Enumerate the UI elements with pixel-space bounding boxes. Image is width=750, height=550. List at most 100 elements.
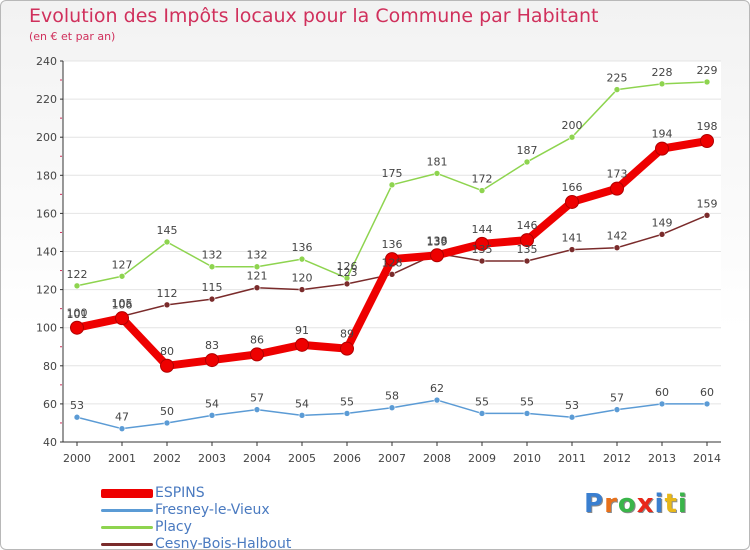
- data-label-espins: 166: [562, 181, 583, 194]
- data-point-espins: [610, 181, 624, 196]
- data-point-cesny-bois-halbout: [208, 295, 216, 303]
- y-tick-label: 140: [36, 246, 57, 259]
- data-label-placy: 228: [652, 66, 673, 79]
- data-point-cesny-bois-halbout: [523, 257, 531, 265]
- data-point-espins: [115, 311, 129, 326]
- data-point-espins: [295, 337, 309, 352]
- data-label-espins: 86: [250, 333, 264, 346]
- data-label-fresney-le-vieux: 50: [160, 405, 174, 418]
- data-point-placy: [523, 158, 531, 166]
- series-layer: [70, 78, 714, 432]
- y-tick-label: 180: [36, 169, 57, 182]
- data-label-cesny-bois-halbout: 106: [112, 298, 133, 311]
- data-label-cesny-bois-halbout: 139: [427, 235, 448, 248]
- logo-letter: P: [584, 489, 605, 519]
- data-label-placy: 122: [67, 268, 88, 281]
- data-label-cesny-bois-halbout: 149: [652, 216, 673, 229]
- data-point-placy: [73, 282, 81, 290]
- data-point-placy: [478, 187, 486, 194]
- y-tick-label: 240: [36, 55, 57, 68]
- y-tick-label: 60: [43, 398, 57, 411]
- data-label-fresney-le-vieux: 60: [655, 386, 669, 399]
- data-label-fresney-le-vieux: 60: [700, 386, 714, 399]
- data-label-cesny-bois-halbout: 120: [292, 272, 313, 285]
- data-label-placy: 229: [697, 64, 718, 77]
- y-tick-label: 100: [36, 322, 57, 335]
- data-point-cesny-bois-halbout: [253, 284, 261, 291]
- data-point-espins: [340, 341, 354, 356]
- x-tick-label: 2008: [423, 452, 451, 465]
- data-point-fresney-le-vieux: [433, 396, 441, 404]
- data-label-cesny-bois-halbout: 123: [337, 266, 358, 279]
- data-point-fresney-le-vieux: [568, 413, 576, 421]
- data-point-espins: [70, 320, 84, 335]
- data-label-cesny-bois-halbout: 128: [382, 256, 403, 269]
- data-label-fresney-le-vieux: 62: [430, 382, 444, 395]
- data-label-espins: 144: [472, 223, 493, 236]
- logo-letter: i: [677, 489, 688, 519]
- data-point-espins: [475, 236, 489, 251]
- data-point-espins: [700, 134, 714, 149]
- x-tick-label: 2013: [648, 452, 676, 465]
- data-point-fresney-le-vieux: [118, 425, 126, 432]
- data-point-cesny-bois-halbout: [703, 212, 711, 219]
- x-tick-label: 2005: [288, 452, 316, 465]
- data-point-fresney-le-vieux: [703, 400, 711, 408]
- data-point-placy: [613, 86, 621, 93]
- data-point-placy: [433, 170, 441, 177]
- data-point-fresney-le-vieux: [388, 404, 396, 412]
- data-label-placy: 136: [292, 241, 313, 254]
- data-label-placy: 127: [112, 258, 133, 271]
- x-tick-label: 2014: [693, 452, 721, 465]
- data-label-cesny-bois-halbout: 135: [472, 243, 493, 256]
- x-tick-label: 2003: [198, 452, 226, 465]
- data-label-espins: 89: [340, 328, 354, 341]
- data-label-fresney-le-vieux: 47: [115, 411, 129, 424]
- data-label-fresney-le-vieux: 57: [250, 392, 264, 405]
- data-label-cesny-bois-halbout: 101: [67, 308, 88, 321]
- data-label-espins: 194: [652, 128, 673, 141]
- grid-layer: [63, 60, 721, 443]
- data-point-fresney-le-vieux: [343, 410, 351, 417]
- data-label-cesny-bois-halbout: 121: [247, 270, 268, 283]
- data-label-fresney-le-vieux: 54: [295, 397, 309, 410]
- x-tick-label: 2001: [108, 452, 136, 465]
- data-point-fresney-le-vieux: [613, 406, 621, 413]
- data-label-fresney-le-vieux: 54: [205, 397, 219, 410]
- legend-swatch: [101, 509, 153, 512]
- data-point-fresney-le-vieux: [478, 410, 486, 417]
- data-label-cesny-bois-halbout: 141: [562, 232, 583, 245]
- data-label-placy: 126: [337, 260, 358, 273]
- data-point-cesny-bois-halbout: [388, 271, 396, 278]
- proxiti-logo: Proxiti: [584, 489, 688, 519]
- data-point-espins: [565, 194, 579, 209]
- data-point-placy: [208, 263, 216, 271]
- chart-title: Evolution des Impôts locaux pour la Comm…: [29, 5, 599, 27]
- x-tick-label: 2011: [558, 452, 586, 465]
- data-point-cesny-bois-halbout: [298, 286, 306, 293]
- data-label-fresney-le-vieux: 58: [385, 390, 399, 403]
- y-tick-label: 120: [36, 284, 57, 297]
- legend-label: Placy: [155, 519, 192, 535]
- chart-subtitle: (en € et par an): [29, 30, 116, 43]
- data-label-placy: 225: [607, 72, 628, 85]
- data-label-placy: 187: [517, 144, 538, 157]
- y-tick-label: 220: [36, 93, 57, 106]
- y-tick-label: 200: [36, 131, 57, 144]
- logo-letter: o: [617, 489, 637, 519]
- legend-swatch: [101, 526, 153, 529]
- data-point-fresney-le-vieux: [73, 413, 81, 421]
- data-label-espins: 136: [382, 238, 403, 251]
- data-point-fresney-le-vieux: [658, 400, 666, 408]
- data-label-fresney-le-vieux: 57: [610, 392, 624, 405]
- x-tick-label: 2000: [63, 452, 91, 465]
- data-point-espins: [205, 353, 219, 368]
- data-label-espins: 198: [697, 120, 718, 133]
- data-point-cesny-bois-halbout: [478, 257, 486, 265]
- data-point-espins: [430, 248, 444, 263]
- data-label-espins: 173: [607, 168, 628, 181]
- data-point-espins: [520, 233, 534, 248]
